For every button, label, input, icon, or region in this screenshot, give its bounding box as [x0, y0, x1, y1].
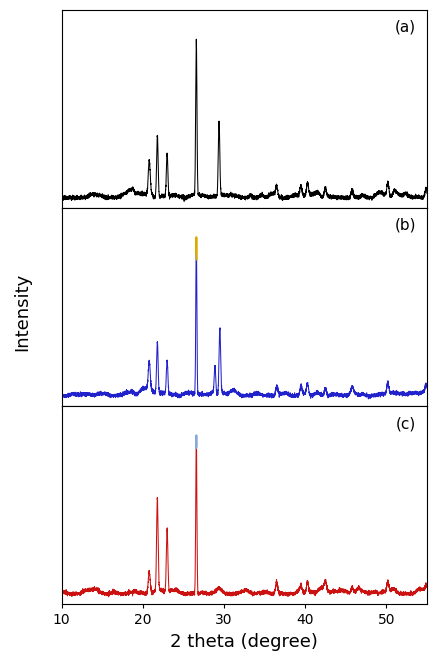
Text: (a): (a)	[395, 20, 416, 35]
Text: Intensity: Intensity	[13, 273, 31, 351]
Text: (c): (c)	[396, 416, 416, 431]
Text: (b): (b)	[394, 218, 416, 233]
X-axis label: 2 theta (degree): 2 theta (degree)	[170, 633, 318, 651]
